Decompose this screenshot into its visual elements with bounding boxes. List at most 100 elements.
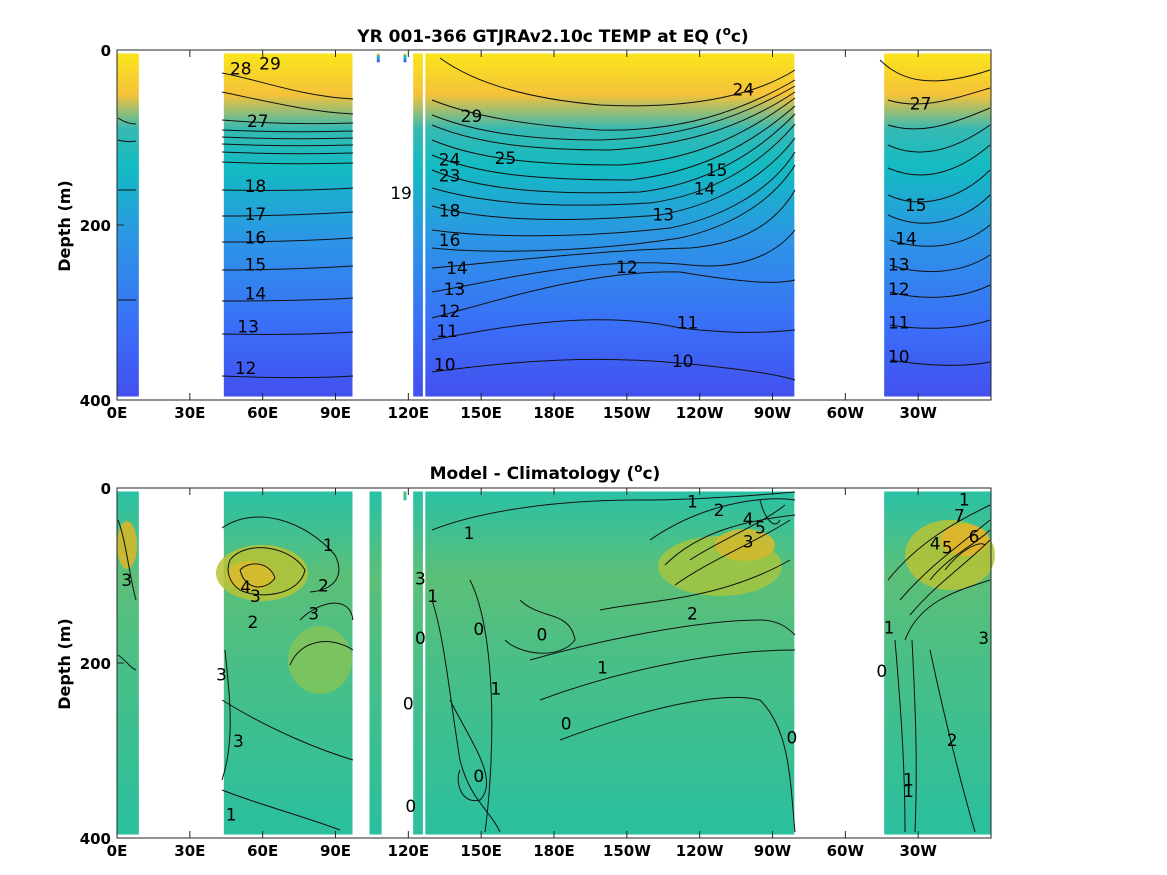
contour-label: 29 (259, 54, 281, 74)
contour-label: 15 (245, 256, 267, 276)
x-tick-label: 90E (320, 404, 351, 422)
isotherm-16 (221, 237, 354, 243)
anomaly-contour (221, 516, 340, 593)
ocean-segment-3 (403, 491, 407, 501)
contour-label: 13 (888, 256, 910, 276)
title-main: Model - Climatology ( (430, 464, 635, 484)
temperature-contours (117, 57, 991, 381)
contour-label: 10 (888, 347, 910, 367)
contour-label: 3 (978, 629, 989, 649)
ocean-segment-2 (369, 491, 382, 835)
anomaly-contour (911, 639, 917, 833)
x-tick-label: 180E (533, 842, 575, 860)
isotherm-p-13 (431, 229, 796, 293)
ocean-segment-3 (403, 53, 407, 63)
anomaly-contour (899, 519, 991, 601)
contour-label: 11 (888, 313, 910, 333)
isotherm-a-27 (879, 59, 991, 82)
isotherm-26 (221, 129, 354, 133)
isotherm-p-16 (431, 151, 796, 237)
isotherm-p-22 (431, 113, 796, 194)
anomaly-contour (559, 696, 796, 833)
isotherm-28 (221, 91, 354, 115)
anomaly-contour (759, 499, 781, 525)
isotherm-p-26 (431, 91, 796, 151)
isotherm-p-12 (431, 271, 796, 319)
title-main: YR 001-366 GTJRAv2.10c TEMP at EQ ( (356, 27, 722, 47)
isotherm-p-11 (431, 319, 796, 341)
isotherm-w-26 (117, 117, 137, 125)
contour-label: 0 (536, 625, 547, 645)
x-tick-label: 150W (603, 842, 651, 860)
contour-label: 10 (434, 355, 456, 375)
anomaly-contour (221, 699, 354, 761)
isotherm-p-15 (431, 164, 796, 252)
isotherm-p-14 (431, 189, 796, 269)
title-unit: c) (731, 27, 749, 47)
contour-label: 3 (308, 604, 319, 624)
contour-label: 15 (706, 161, 728, 181)
contour-label: 12 (439, 302, 461, 322)
x-tick-label: 30W (899, 842, 937, 860)
contour-label: 17 (245, 205, 267, 225)
contour-label: 3 (216, 666, 227, 686)
anomaly-contour (221, 649, 231, 781)
isotherm-24 (221, 143, 354, 147)
anomaly-contour (449, 699, 488, 802)
x-tick-label: 30E (174, 404, 205, 422)
anomaly-west-strip (117, 521, 137, 569)
isotherm-a-13 (889, 254, 991, 272)
anomaly-highlights (117, 520, 995, 694)
anomaly-contour (649, 498, 796, 541)
temperature-contour-labels: 2928271817161514131219292524231816141312… (230, 54, 931, 379)
isotherm-p-24 (431, 105, 796, 181)
contour-label: 29 (461, 107, 483, 127)
anomaly-contour (929, 649, 976, 833)
contour-label: 12 (888, 280, 910, 300)
contour-label: 24 (439, 151, 461, 171)
difference-contours (117, 491, 991, 833)
difference-x-axis: 0E 30E 60E 90E 120E 150E 180E 150W 120W 90W 60W 30W (107, 488, 937, 860)
title-degree-superscript: o (723, 24, 731, 38)
contour-label: 3 (743, 533, 754, 553)
anomaly-contour (674, 519, 791, 586)
anomaly-contour (431, 491, 796, 531)
isotherm-p-28 (431, 79, 796, 131)
contour-label: 3 (121, 571, 132, 591)
contour-label: 5 (942, 539, 953, 559)
isotherm-p-10 (431, 358, 796, 381)
contour-label: 3 (233, 732, 244, 752)
x-tick-label: 60E (247, 842, 278, 860)
isotherm-p-18 (431, 137, 796, 220)
anomaly-contour (929, 529, 991, 581)
contour-label: 2 (248, 613, 259, 633)
anomaly-contour (227, 547, 306, 596)
isotherm-27 (221, 119, 354, 125)
x-tick-label: 150E (460, 842, 502, 860)
contour-label: 11 (677, 313, 699, 333)
anomaly-contour (289, 641, 354, 666)
contour-label: 4 (240, 578, 251, 598)
isotherm-p-29 (439, 57, 796, 107)
difference-panel: Model - Climatology (oc) (55, 461, 995, 860)
contour-label: 3 (415, 569, 426, 589)
contour-label: 1 (226, 806, 237, 826)
anomaly-contour (887, 504, 991, 581)
contour-label: 16 (439, 231, 461, 251)
contour-label: 18 (245, 177, 267, 197)
isotherm-13 (221, 331, 354, 335)
isotherm-a-12 (889, 284, 991, 298)
x-tick-label: 180E (533, 404, 575, 422)
isotherm-p-27 (431, 85, 796, 141)
isotherm-a-14 (889, 224, 991, 247)
x-tick-label: 0E (107, 404, 128, 422)
x-tick-label: 90W (754, 404, 792, 422)
isotherm-14 (221, 297, 354, 302)
contour-label: 2 (318, 576, 329, 596)
isotherm-a-11 (889, 319, 991, 329)
contour-label: 16 (245, 228, 267, 248)
anomaly-contour (944, 543, 986, 571)
contour-label: 27 (910, 95, 932, 115)
